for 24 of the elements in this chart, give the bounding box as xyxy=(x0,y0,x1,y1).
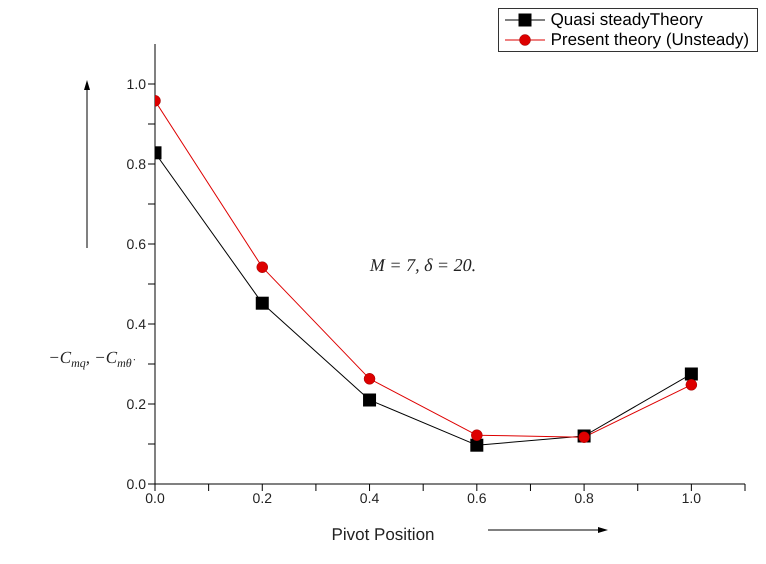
y-tick-label: 0.0 xyxy=(126,476,146,492)
legend-label: Present theory (Unsteady) xyxy=(550,30,749,50)
y-tick-label: 0.8 xyxy=(126,156,146,172)
point xyxy=(364,373,376,385)
y-tick-label: 0.2 xyxy=(126,396,146,412)
point xyxy=(471,429,483,441)
point xyxy=(256,296,269,310)
x-tick-label: 1.0 xyxy=(682,490,702,506)
x-tick-label: 0.0 xyxy=(145,490,165,506)
x-tick-label: 0.2 xyxy=(252,490,272,506)
legend-label: Quasi steadyTheory xyxy=(550,10,703,30)
y-tick-label: 0.4 xyxy=(126,316,146,332)
x-tick-label: 0.8 xyxy=(574,490,594,506)
x-tick-label: 0.4 xyxy=(360,490,380,506)
x-tick-label: 0.6 xyxy=(467,490,487,506)
point xyxy=(256,261,268,273)
annotation: M = 7, δ = 20. xyxy=(368,255,476,275)
x-axis-title: Pivot Position xyxy=(332,525,434,544)
y-tick-label: 0.6 xyxy=(126,236,146,252)
y-axis-title: −C$_{mq}$, −C$_{mθ̇}$ xyxy=(48,348,136,370)
point xyxy=(363,394,376,406)
y-tick-label: 1.0 xyxy=(126,76,146,92)
point xyxy=(684,368,698,380)
point xyxy=(686,379,698,391)
